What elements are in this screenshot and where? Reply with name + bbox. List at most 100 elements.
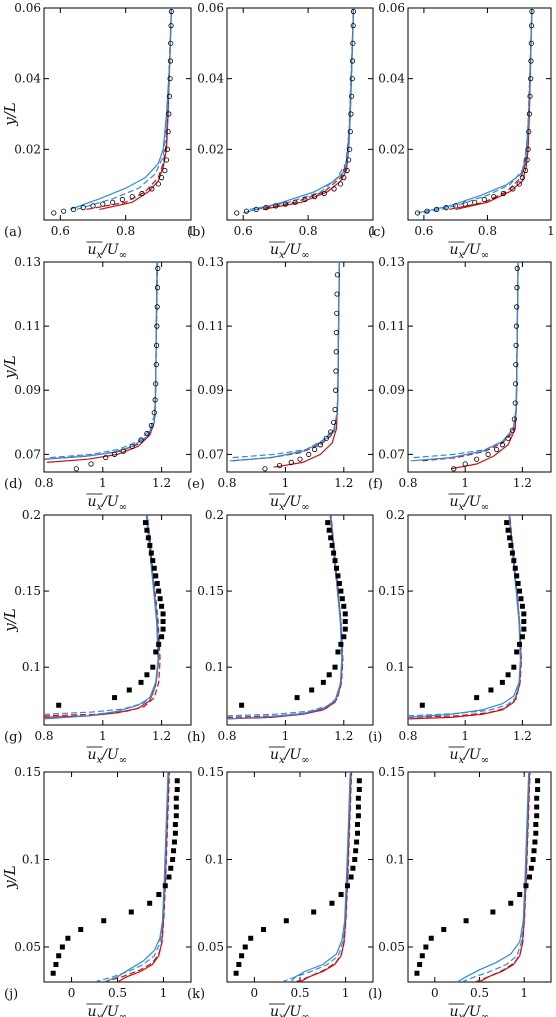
plot-area (44, 515, 166, 720)
series-line-blue-dashed (423, 8, 533, 214)
data-marker (518, 596, 524, 602)
series-line-blue-dashed (461, 772, 530, 982)
panel-e: 0.8 1 1.2 0.07 0.09 0.11 0.13 (e) ux/U∞ (187, 255, 374, 513)
y-tick-label: 0.2 (386, 508, 405, 522)
series-line-blue-solid (417, 8, 533, 214)
data-marker (60, 208, 67, 214)
x-axis-label: ux/U∞ (270, 1004, 310, 1017)
data-marker (333, 368, 339, 374)
x-tick-label: 0 (251, 986, 259, 1000)
data-marker (294, 695, 300, 701)
data-marker (494, 446, 500, 453)
data-marker (156, 588, 162, 594)
plot-area (234, 8, 357, 216)
y-tick-label: 0.1 (205, 660, 224, 674)
data-marker (513, 361, 519, 368)
data-marker (514, 573, 520, 579)
series-line-blue-solid (227, 515, 343, 720)
data-marker (326, 527, 332, 533)
data-marker (261, 927, 266, 932)
plot-area (233, 772, 362, 982)
data-marker (236, 962, 242, 967)
plot-area (414, 8, 535, 216)
data-marker (490, 909, 496, 915)
data-marker (138, 437, 144, 443)
data-marker (334, 272, 340, 278)
data-marker (354, 830, 360, 836)
data-marker (333, 349, 339, 355)
data-marker (173, 813, 179, 819)
data-marker (519, 175, 526, 181)
x-axis-label: ux/U∞ (88, 1004, 128, 1017)
data-marker (151, 410, 157, 416)
series-line-blue-dashed (281, 772, 352, 982)
data-marker (347, 146, 353, 152)
data-marker (338, 892, 344, 897)
data-marker (154, 304, 160, 310)
series-line-red-dashed (232, 262, 340, 462)
y-tick-label: 0.04 (378, 72, 405, 86)
data-marker (156, 641, 162, 647)
y-tick-label: 0.05 (197, 940, 224, 954)
data-marker (534, 813, 540, 819)
data-marker (100, 201, 106, 207)
data-marker (474, 695, 480, 701)
data-marker (172, 830, 178, 836)
data-marker (156, 892, 162, 897)
x-tick-label: 0.6 (51, 224, 70, 238)
panel-j: 0 0.5 1 0.05 0.1 0.15 (j) ux/U∞ y/L (1, 765, 192, 1017)
y-tick-label: 0.11 (14, 319, 41, 333)
data-marker (166, 93, 173, 99)
data-marker (173, 795, 179, 801)
data-marker (166, 111, 172, 117)
panel-label: (b) (187, 225, 205, 240)
data-marker (350, 23, 356, 29)
plot-frame (407, 7, 552, 221)
series-line-red-dashed (227, 515, 344, 718)
data-marker (355, 813, 361, 819)
y-tick-label: 0.1 (386, 660, 405, 674)
data-marker (354, 839, 360, 845)
data-marker (510, 186, 516, 192)
data-marker (507, 535, 513, 541)
x-tick-label: 1 (282, 729, 290, 743)
y-tick-label: 0.07 (14, 447, 41, 461)
data-marker (239, 953, 245, 959)
data-marker (309, 687, 315, 693)
data-marker (51, 210, 57, 216)
plot-frame (43, 261, 192, 473)
series-line-red-solid (408, 515, 522, 720)
data-marker (419, 702, 425, 708)
series-line-blue-solid (243, 8, 355, 214)
x-axis-label: ux/U∞ (270, 747, 310, 766)
data-marker (154, 580, 160, 586)
data-marker (517, 892, 523, 897)
data-marker (521, 619, 527, 625)
x-tick-label: 0.8 (398, 729, 417, 743)
data-marker (332, 664, 338, 670)
data-marker (530, 857, 536, 862)
x-tick-label: 1 (520, 986, 528, 1000)
series-line-blue-dashed (49, 262, 158, 459)
data-marker (523, 883, 529, 889)
data-marker (348, 874, 354, 880)
data-marker (159, 603, 165, 609)
data-marker (153, 381, 159, 387)
data-marker (78, 927, 84, 932)
y-tick-label: 0.15 (14, 765, 41, 779)
data-marker (311, 909, 317, 915)
data-marker (504, 520, 510, 526)
series-line-red-dashed (44, 515, 161, 717)
data-marker (488, 687, 494, 693)
data-marker (499, 679, 505, 685)
y-tick-label: 0.15 (378, 584, 405, 598)
x-axis-label: ux/U∞ (88, 494, 128, 513)
panel-label: (j) (4, 987, 18, 1002)
data-marker (329, 542, 335, 548)
data-marker (344, 167, 350, 174)
series-line-red-dashed (256, 8, 355, 210)
data-marker (112, 695, 118, 701)
panel-f: 0.8 1 1.2 0.07 0.09 0.11 0.13 (f) ux/U∞ (368, 255, 552, 513)
data-marker (65, 935, 71, 941)
